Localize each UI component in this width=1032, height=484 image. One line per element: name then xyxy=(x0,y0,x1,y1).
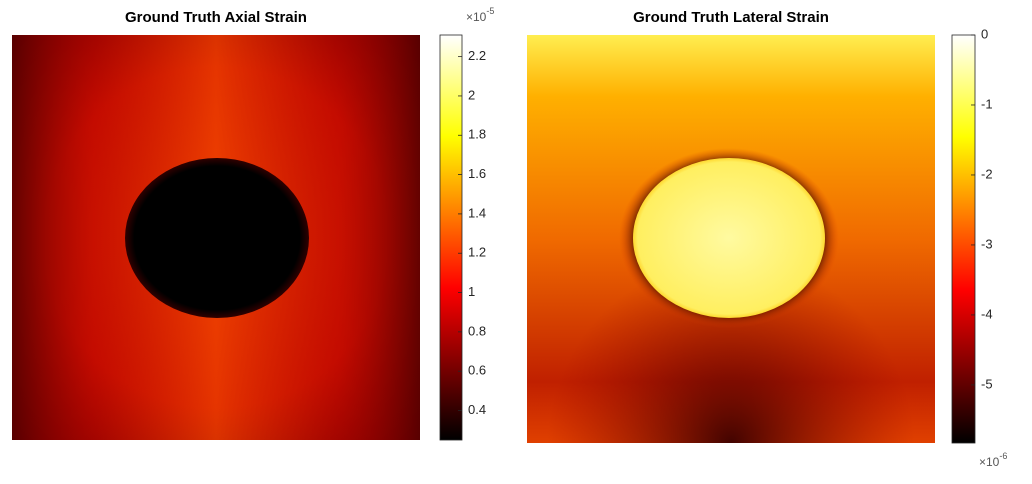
colorbar-tick-label: 1.6 xyxy=(468,166,486,181)
axial-image xyxy=(12,35,420,440)
scale-label: ×10-6 xyxy=(979,451,1007,469)
lateral-image xyxy=(527,35,935,443)
colorbar-tick-label: -4 xyxy=(981,306,993,321)
scale-label-exponent: -5 xyxy=(486,6,494,16)
colorbar xyxy=(439,34,463,441)
colorbar-tick-label: 1.4 xyxy=(468,205,486,220)
colorbar-tick-label: -2 xyxy=(981,166,993,181)
scale-label-exponent: -6 xyxy=(999,451,1007,461)
colorbar-tick-label: 0 xyxy=(981,26,988,41)
colorbar-tick-label: -3 xyxy=(981,236,993,251)
colorbar-tick-label: 0.4 xyxy=(468,402,486,417)
scale-label: ×10-5 xyxy=(466,6,494,24)
colorbar-tick-label: -5 xyxy=(981,376,993,391)
colorbar-tick-label: 1.8 xyxy=(468,127,486,142)
chart-title: Ground Truth Lateral Strain xyxy=(633,9,829,26)
chart-title: Ground Truth Axial Strain xyxy=(125,9,307,26)
colorbar-tick-label: 0.8 xyxy=(468,323,486,338)
colorbar-tick-label: 1 xyxy=(468,284,475,299)
colorbar-tick-label: 2 xyxy=(468,87,475,102)
colorbar-tick-label: 2.2 xyxy=(468,48,486,63)
scale-label-base: ×10 xyxy=(466,10,487,24)
colorbar xyxy=(951,34,976,444)
scale-label-base: ×10 xyxy=(979,455,1000,469)
colorbar-tick-label: 1.2 xyxy=(468,245,486,260)
colorbar-tick-label: 0.6 xyxy=(468,363,486,378)
colorbar-tick-label: -1 xyxy=(981,96,993,111)
